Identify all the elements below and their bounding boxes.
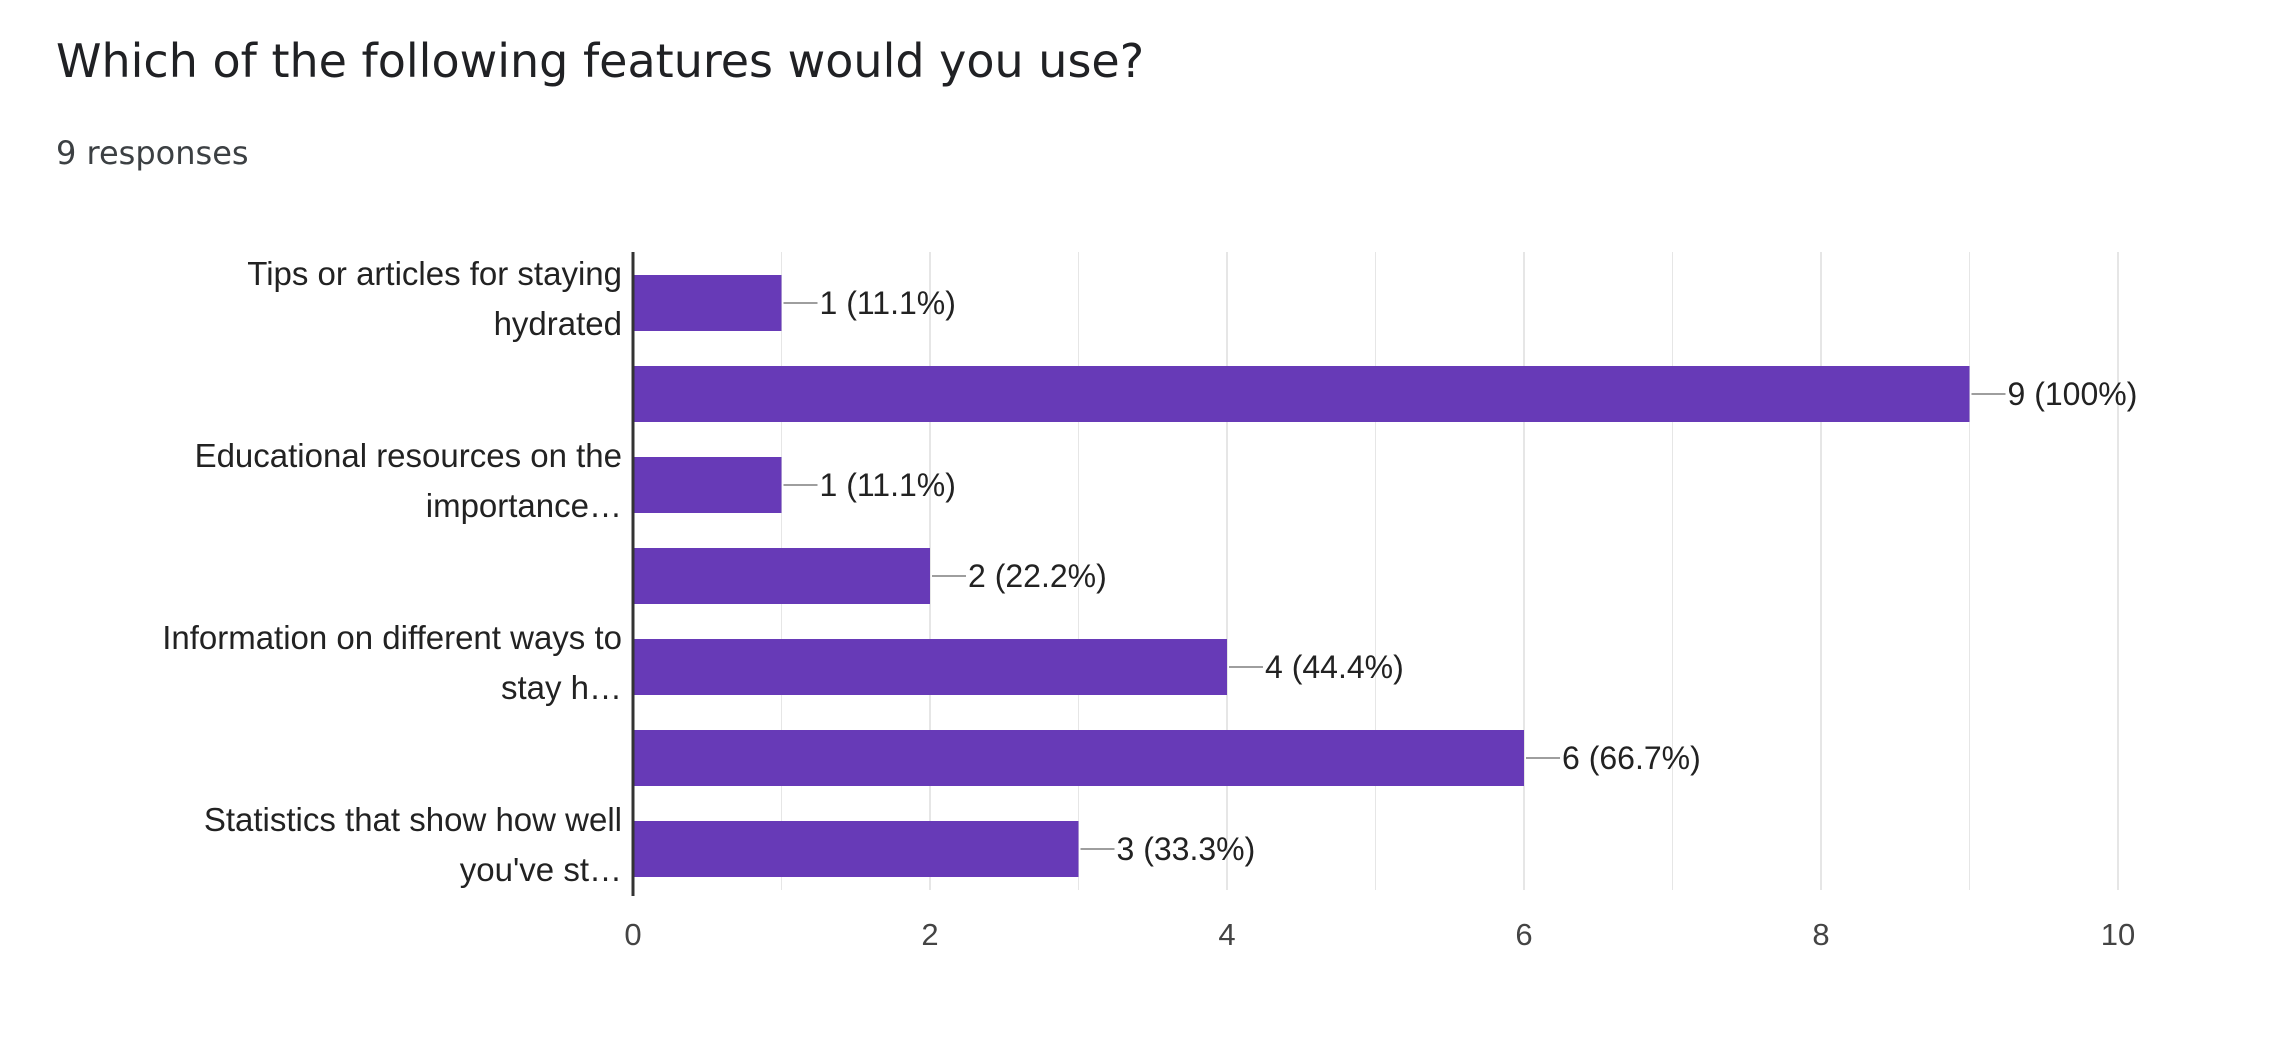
data-label: 4 (44.4%) [1265,649,1404,685]
question-title: Which of the following features would yo… [56,34,1145,88]
x-tick-label: 6 [1515,917,1532,952]
x-tick-label: 2 [921,917,938,952]
category-label: Statistics that show how well [204,801,622,838]
data-label: 2 (22.2%) [968,558,1107,594]
category-label: you've st… [460,851,622,888]
x-tick-label: 4 [1218,917,1235,952]
category-label: Educational resources on the [195,437,622,474]
bar [633,366,1970,422]
x-tick-label: 0 [624,917,641,952]
bar [633,639,1227,695]
data-label: 3 (33.3%) [1117,831,1256,867]
data-label: 1 (11.1%) [820,467,956,503]
category-label: Information on different ways to [162,619,622,656]
x-tick-label: 10 [2101,917,2135,952]
category-label: stay h… [501,669,622,706]
data-label: 1 (11.1%) [820,285,956,321]
category-label: hydrated [494,305,622,342]
x-tick-label: 8 [1812,917,1829,952]
bar [633,821,1079,877]
bar [633,275,782,331]
data-label: 9 (100%) [2008,376,2138,412]
bar [633,548,930,604]
response-count: 9 responses [56,134,249,172]
data-label: 6 (66.7%) [1562,740,1701,776]
category-label: Tips or articles for staying [247,255,622,292]
category-label: importance… [426,487,622,524]
bar [633,457,782,513]
bar [633,730,1524,786]
